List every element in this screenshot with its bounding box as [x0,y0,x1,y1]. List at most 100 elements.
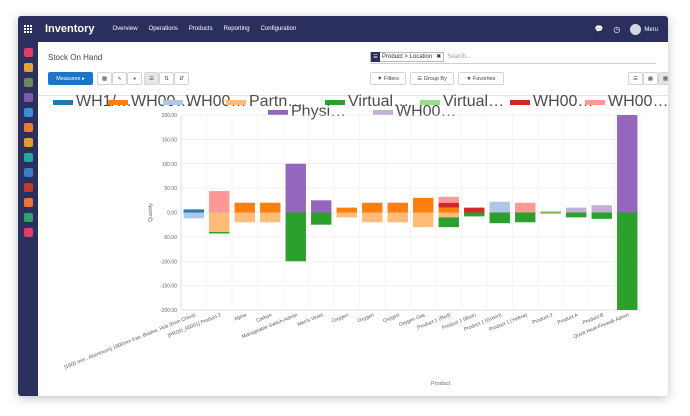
app-title[interactable]: Inventory [45,23,95,35]
sidebar-app-icon[interactable] [23,108,33,117]
x-tick-label: Men's Violet [297,312,325,328]
chart-bar [438,212,459,218]
bar-chart-button[interactable]: ▩ [97,72,112,85]
table-icon: ▦ [647,75,654,82]
chart-bar [464,212,485,217]
x-tick-label: Oxygen [331,312,349,324]
activity-clock-icon[interactable]: ◷ [613,24,621,34]
line-chart-icon: ∿ [117,75,122,82]
chart-bar [489,201,510,213]
search-facet-label: Product > Location [382,53,433,60]
sidebar-app-icon[interactable] [23,213,33,222]
user-menu[interactable]: Meru [630,23,658,35]
sidebar-app-icon[interactable] [23,153,33,162]
chart-bar [209,191,230,213]
main-menu: Overview Operations Products Reporting C… [113,26,297,32]
apps-menu-icon[interactable] [18,16,38,42]
y-tick-label: 100.00 [162,162,178,168]
graph-icon: ▩ [662,75,668,82]
x-tick-label: Carbon [256,312,274,324]
x-tick-label: Alpha [233,312,247,322]
sort-ascending-icon: ⇵ [179,75,184,82]
pivot-view-button[interactable]: ▦ [643,72,658,85]
sidebar-app-icon[interactable] [23,123,33,132]
list-view-button[interactable]: ☰ [628,72,643,85]
user-name: Meru [644,26,658,33]
chart-bar [183,212,204,219]
sidebar-app-icon[interactable] [23,63,33,72]
chart-bar [387,212,408,223]
chart-bar [566,207,587,213]
bar-chart-icon: ▩ [101,75,108,82]
chart-bar [438,196,459,203]
chart-bar [260,212,281,223]
chart-bar [540,212,561,214]
x-tick-label: Product A [557,312,580,326]
star-icon: ★ [466,75,472,82]
chart-bar [438,207,459,213]
chart-bar [515,202,536,213]
chart-bar [336,212,357,218]
search-input[interactable]: Search... [447,53,472,60]
stacked-button[interactable]: ☰ [144,72,159,85]
menu-item-configuration[interactable]: Configuration [260,26,297,32]
sidebar-app-icon[interactable] [23,183,33,192]
sidebar-app-icon[interactable] [23,168,33,177]
chart-bar [489,212,510,224]
search-bar: ☰ Product > Location ✖ Search... [370,50,656,64]
chart-bar [438,217,459,228]
chat-icon[interactable]: 💬 [594,26,604,33]
chart-bar [285,163,306,213]
x-tick-label: Product 3 [531,312,553,326]
menu-item-reporting[interactable]: Reporting [223,26,250,32]
favorites-button[interactable]: ★ Favorites [458,72,504,85]
chart-bar [285,212,306,262]
x-axis-label: Product [431,381,450,387]
chart-bar [234,202,255,213]
x-tick-label: [1800 mm , Aluminium] 1800mm Fan, Blades… [64,312,197,370]
group-by-button[interactable]: ☰ Group By [410,72,454,85]
x-tick-label: Oxygen [357,312,375,324]
filter-icon: ▼ [377,75,383,82]
chart-bar [311,212,332,225]
menu-item-operations[interactable]: Operations [148,26,178,32]
sidebar-app-icon[interactable] [23,138,33,147]
pie-chart-button[interactable]: ◕ [127,72,142,85]
sidebar-app-icon[interactable] [23,48,33,57]
chart-bar [183,210,204,213]
sidebar-app-icon[interactable] [23,78,33,87]
descending-button[interactable]: ⇅ [159,72,174,85]
chart-bar [362,212,383,223]
chart-bar [540,211,561,213]
page-title: Stock On Hand [48,53,103,62]
menu-item-overview[interactable]: Overview [112,26,138,32]
chart-bar [387,202,408,213]
menu-item-products[interactable]: Products [188,26,213,32]
filters-label: Filters [384,75,399,82]
chart-bar [209,212,230,232]
layers-icon: ☰ [417,75,423,82]
chart-bar [209,232,230,234]
graph-view-button[interactable]: ▩ [658,72,668,85]
list-icon: ☰ [633,75,638,82]
line-chart-button[interactable]: ∿ [112,72,127,85]
y-tick-label: -150.00 [160,284,177,290]
chart-bar [617,115,638,213]
chart-bar [336,207,357,213]
sidebar-app-icon[interactable] [23,93,33,102]
stack-icon: ☰ [149,75,154,82]
chart-bar [566,212,587,218]
avatar [630,23,642,35]
y-tick-label: -100.00 [160,259,177,265]
pie-chart-icon: ◕ [132,75,137,82]
y-axis-label: Quantity [148,203,154,222]
ascending-button[interactable]: ⇵ [174,72,189,85]
remove-facet-icon[interactable]: ✖ [436,54,442,60]
measures-button[interactable]: Measures ▸ [48,72,93,85]
y-tick-label: 50.00 [164,186,177,192]
control-panel: Stock On Hand ☰ Product > Location ✖ Sea… [38,42,668,96]
sidebar-app-icon[interactable] [23,228,33,237]
filters-button[interactable]: ▼ Filters [370,72,406,85]
chart-bar [591,205,612,213]
sidebar-app-icon[interactable] [23,198,33,207]
